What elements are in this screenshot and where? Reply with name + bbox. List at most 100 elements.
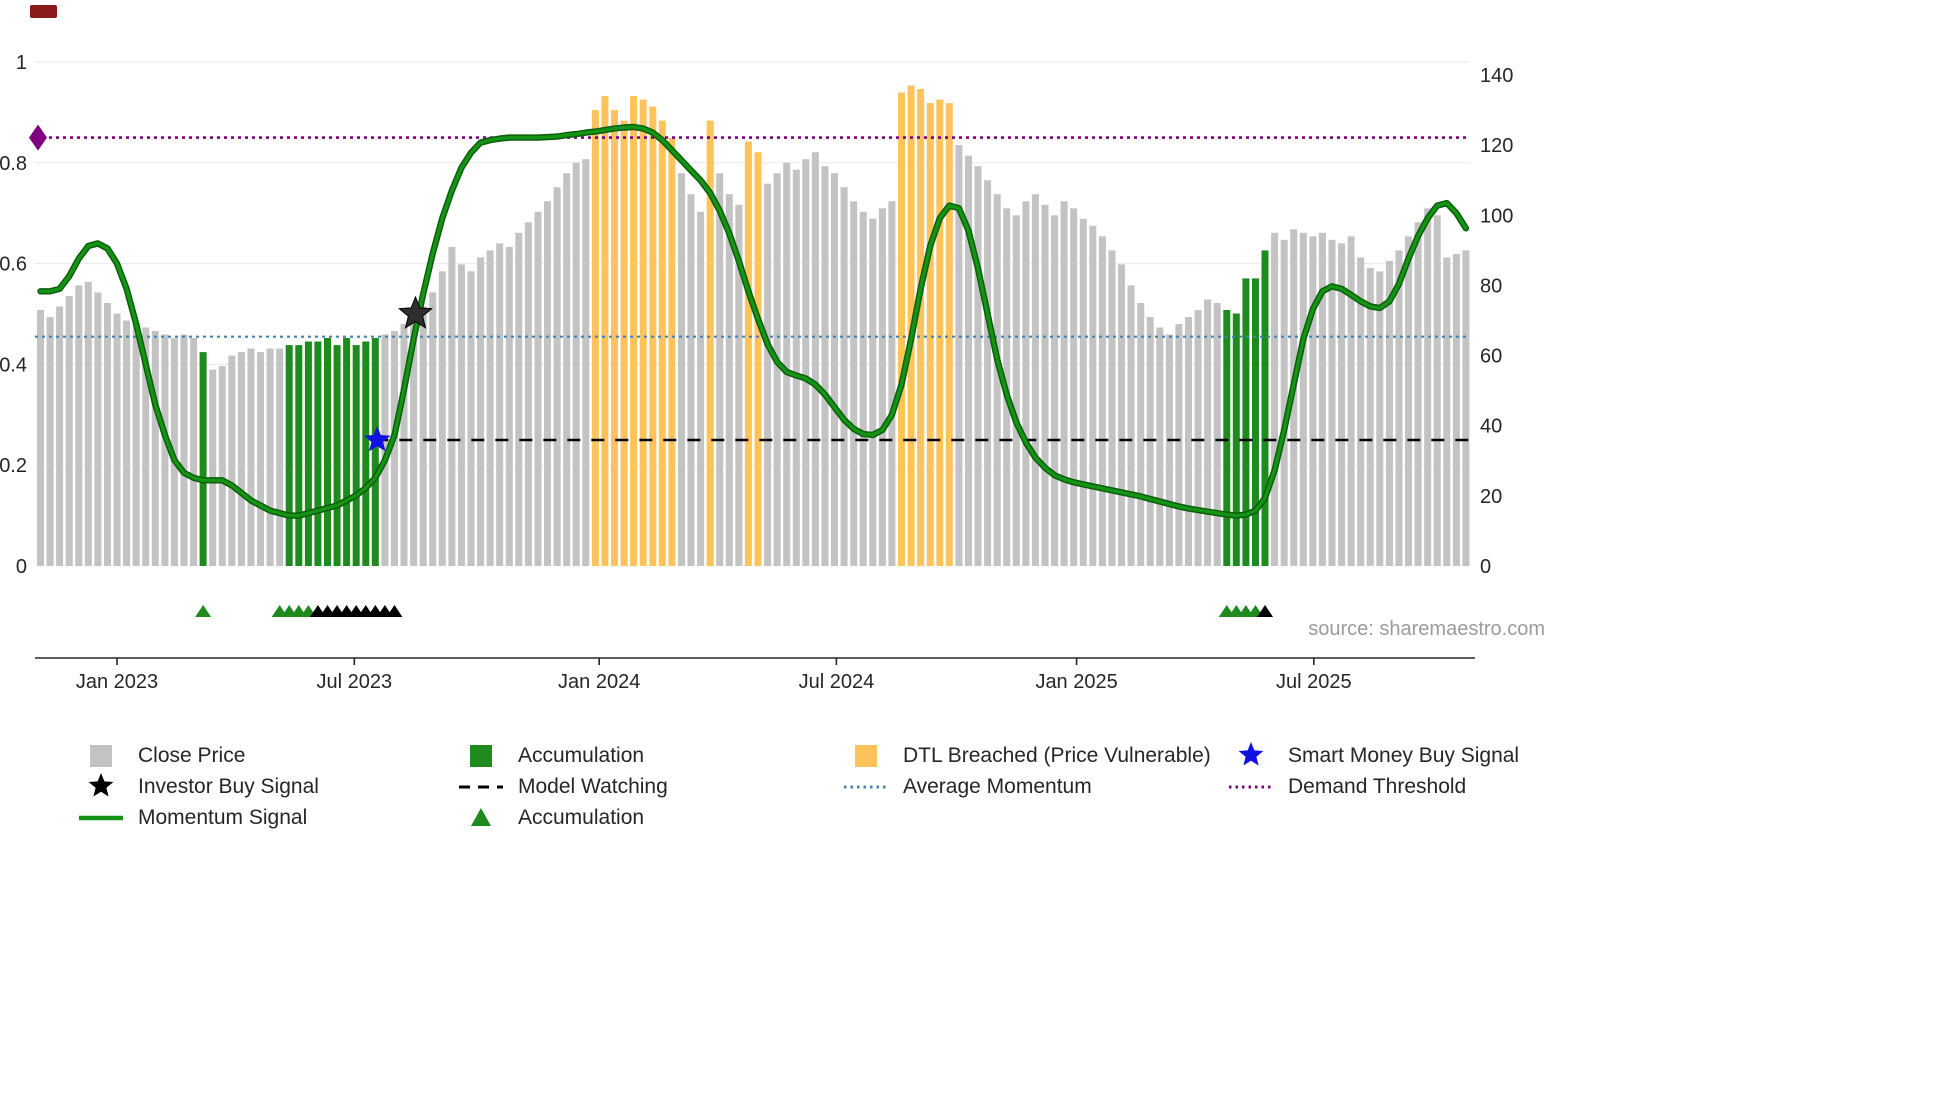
close-price-bar xyxy=(955,145,963,566)
left-axis-tick-label: 0 xyxy=(16,556,27,578)
close-price-bar xyxy=(190,338,198,566)
close-price-bar xyxy=(678,173,685,566)
close-price-bar xyxy=(1433,215,1441,567)
legend-item-average-momentum: Average Momentum xyxy=(841,772,1226,801)
dtl-breached-bar xyxy=(926,103,934,566)
close-price-bar xyxy=(553,187,561,566)
right-axis-tick-label: 100 xyxy=(1480,205,1513,227)
close-price-bar xyxy=(132,324,140,566)
close-price-bar xyxy=(1424,208,1432,567)
close-price-bar xyxy=(1318,232,1326,567)
close-price-bar xyxy=(467,271,475,566)
accumulation-bar xyxy=(1242,278,1250,566)
close-price-bar xyxy=(965,155,972,566)
close-price-bar xyxy=(1376,271,1384,566)
close-price-bar xyxy=(534,211,542,567)
accumulation-bar xyxy=(1261,250,1269,566)
close-price-bar xyxy=(1031,194,1039,566)
close-price-bar xyxy=(544,201,551,567)
close-price-bar xyxy=(457,264,465,566)
close-price-bar xyxy=(1338,243,1346,567)
close-price-bar xyxy=(993,194,1001,566)
accumulation-bar xyxy=(1232,313,1240,566)
close-price-bar xyxy=(257,352,264,566)
close-price-bar xyxy=(840,187,848,566)
close-price-bar xyxy=(974,166,982,566)
close-price-bar xyxy=(1414,222,1422,567)
smart-money-buy-signal-star-icon xyxy=(1238,741,1264,765)
close-price-bar xyxy=(1213,303,1221,566)
close-price-bar xyxy=(563,173,571,566)
accumulation-bar xyxy=(285,345,293,566)
close-price-bar xyxy=(429,292,437,566)
dtl-breached-bar xyxy=(945,103,953,566)
close-price-bar xyxy=(878,208,886,567)
left-axis-tick-label: 0.6 xyxy=(0,254,27,276)
accumulation-bar xyxy=(324,338,331,566)
close-price-bar xyxy=(515,232,523,567)
accumulation-bar xyxy=(352,345,360,566)
close-price-bar xyxy=(142,327,150,566)
legend-label: Accumulation xyxy=(518,744,645,767)
close-price-bar xyxy=(391,331,398,566)
investor-buy-signal-star-icon xyxy=(88,772,114,796)
close-price-bar xyxy=(850,201,858,567)
close-price-bar xyxy=(1118,264,1125,566)
accumulation-bar xyxy=(371,338,379,566)
legend-item-investor-buy-signal: Investor Buy Signal xyxy=(76,772,456,801)
average-momentum-legend-marker xyxy=(844,785,888,788)
close-price-bar xyxy=(247,348,255,566)
close-price-bar xyxy=(1137,303,1145,566)
smart-money-buy-star-icon xyxy=(363,426,391,452)
left-axis-tick-label: 0.4 xyxy=(0,354,27,376)
close-price-bar xyxy=(1271,232,1279,567)
watch-triangle-icon xyxy=(386,605,403,617)
close-price-bar xyxy=(1405,236,1412,567)
dtl-breached-bar xyxy=(898,92,905,566)
close-price-bar xyxy=(572,162,580,566)
right-axis-tick-label: 60 xyxy=(1480,346,1502,368)
accumulation-bar xyxy=(199,352,207,566)
source-text: source: sharemaestro.com xyxy=(1308,618,1545,640)
close-price-bar xyxy=(161,334,169,566)
close-price-bar xyxy=(56,306,64,566)
close-price-bar xyxy=(400,324,408,566)
x-axis-tick-label: Jul 2025 xyxy=(1276,671,1352,693)
chart-page: source: sharemaestro.com Jan 2023 Jul 2023… xyxy=(0,5,1706,828)
legend-item-model-watching: Model Watching xyxy=(456,772,841,801)
accumulation-bars-legend-marker xyxy=(470,744,492,767)
close-price-bar xyxy=(1280,239,1288,567)
dtl-breached-bar xyxy=(706,120,714,566)
dtl-breached-bar xyxy=(601,96,609,566)
accumulation-bar xyxy=(304,341,312,566)
legend-item-close-price: Close Price xyxy=(76,741,456,770)
dtl-breached-bar xyxy=(591,110,599,566)
close-price-bar xyxy=(505,246,513,566)
close-price-bar xyxy=(869,218,877,567)
right-axis-tick-label: 40 xyxy=(1480,416,1502,438)
close-price-bar xyxy=(735,204,743,567)
close-price-bar xyxy=(802,159,810,566)
legend-label: Investor Buy Signal xyxy=(138,775,319,798)
close-price-bar xyxy=(697,211,705,567)
close-price-bar xyxy=(209,369,217,566)
close-price-bar xyxy=(1347,236,1355,567)
dtl-breached-bar xyxy=(630,96,638,566)
dtl-breached-bar xyxy=(936,99,944,566)
dtl-breached-bar xyxy=(658,120,666,566)
close-price-bar xyxy=(1462,250,1470,566)
legend-item-dtl-breached: DTL Breached (Price Vulnerable) xyxy=(841,741,1226,770)
demand-threshold-legend-marker xyxy=(1229,785,1273,788)
close-price-bar xyxy=(486,250,494,566)
legend-item-smart-money-buy-signal: Smart Money Buy Signal xyxy=(1226,741,1706,770)
close-price-bar xyxy=(821,166,829,566)
top-left-artifact xyxy=(30,5,57,18)
close-price-bar xyxy=(725,194,733,566)
dtl-breached-bar xyxy=(668,138,676,566)
right-axis-tick-label: 0 xyxy=(1480,556,1491,578)
watch-triangle-icon xyxy=(1257,605,1274,617)
close-price-bar xyxy=(477,257,485,566)
close-price-bar xyxy=(811,152,819,566)
close-price-bar xyxy=(524,222,532,567)
close-price-bar xyxy=(65,295,73,566)
